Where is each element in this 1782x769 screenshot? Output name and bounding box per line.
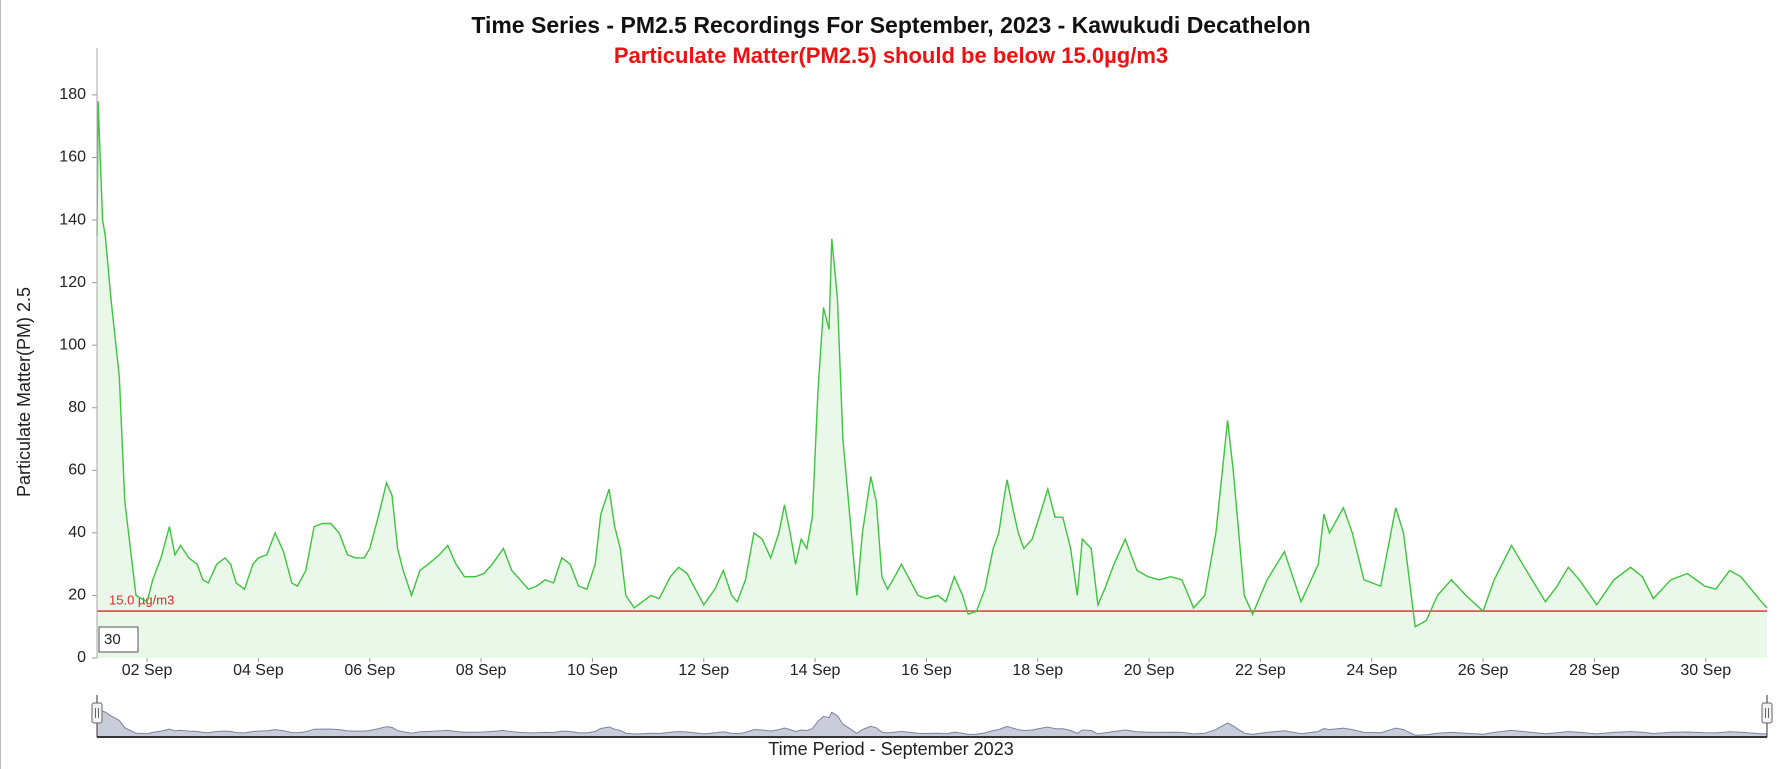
chart-title: Time Series - PM2.5 Recordings For Septe… xyxy=(471,12,1310,38)
x-tick-label: 22 Sep xyxy=(1235,662,1286,679)
y-tick-label: 100 xyxy=(59,336,86,353)
x-tick-label: 06 Sep xyxy=(344,662,395,679)
x-tick-label: 24 Sep xyxy=(1346,662,1397,679)
y-tick-label: 40 xyxy=(68,524,86,541)
y-tick-label: 180 xyxy=(59,86,86,103)
y-tick-label: 160 xyxy=(59,149,86,166)
x-tick-label: 26 Sep xyxy=(1458,662,1509,679)
x-tick-label: 02 Sep xyxy=(122,662,173,679)
y-tick-label: 60 xyxy=(68,462,86,479)
x-tick-label: 04 Sep xyxy=(233,662,284,679)
x-tick-label: 16 Sep xyxy=(901,662,952,679)
y-tick-label: 120 xyxy=(59,274,86,291)
navigator-handle[interactable] xyxy=(91,702,103,724)
x-tick-label: 08 Sep xyxy=(456,662,507,679)
x-tick-label: 28 Sep xyxy=(1569,662,1620,679)
x-tick-label: 14 Sep xyxy=(790,662,841,679)
x-tick-label: 20 Sep xyxy=(1124,662,1175,679)
zoom-input-value: 30 xyxy=(104,631,121,648)
y-tick-label: 80 xyxy=(68,399,86,416)
pm25-line xyxy=(96,101,1768,628)
navigator-area xyxy=(96,702,1768,738)
chart-subtitle: Particulate Matter(PM2.5) should be belo… xyxy=(614,43,1168,68)
zoom-input[interactable] xyxy=(98,626,139,653)
x-tick-label: 18 Sep xyxy=(1012,662,1063,679)
x-tick-label: 10 Sep xyxy=(567,662,618,679)
y-tick-label: 0 xyxy=(77,649,86,666)
y-axis-label: Particulate Matter(PM) 2.5 xyxy=(14,287,34,497)
area-fill xyxy=(97,101,1767,658)
threshold-label: 15.0 µg/m3 xyxy=(109,593,174,608)
y-tick-label: 20 xyxy=(68,587,86,604)
navigator-handle[interactable] xyxy=(1761,702,1773,724)
y-tick-label: 140 xyxy=(59,211,86,228)
x-tick-label: 12 Sep xyxy=(678,662,729,679)
x-axis-label: Time Period - September 2023 xyxy=(768,739,1013,759)
x-tick-label: 30 Sep xyxy=(1680,662,1731,679)
